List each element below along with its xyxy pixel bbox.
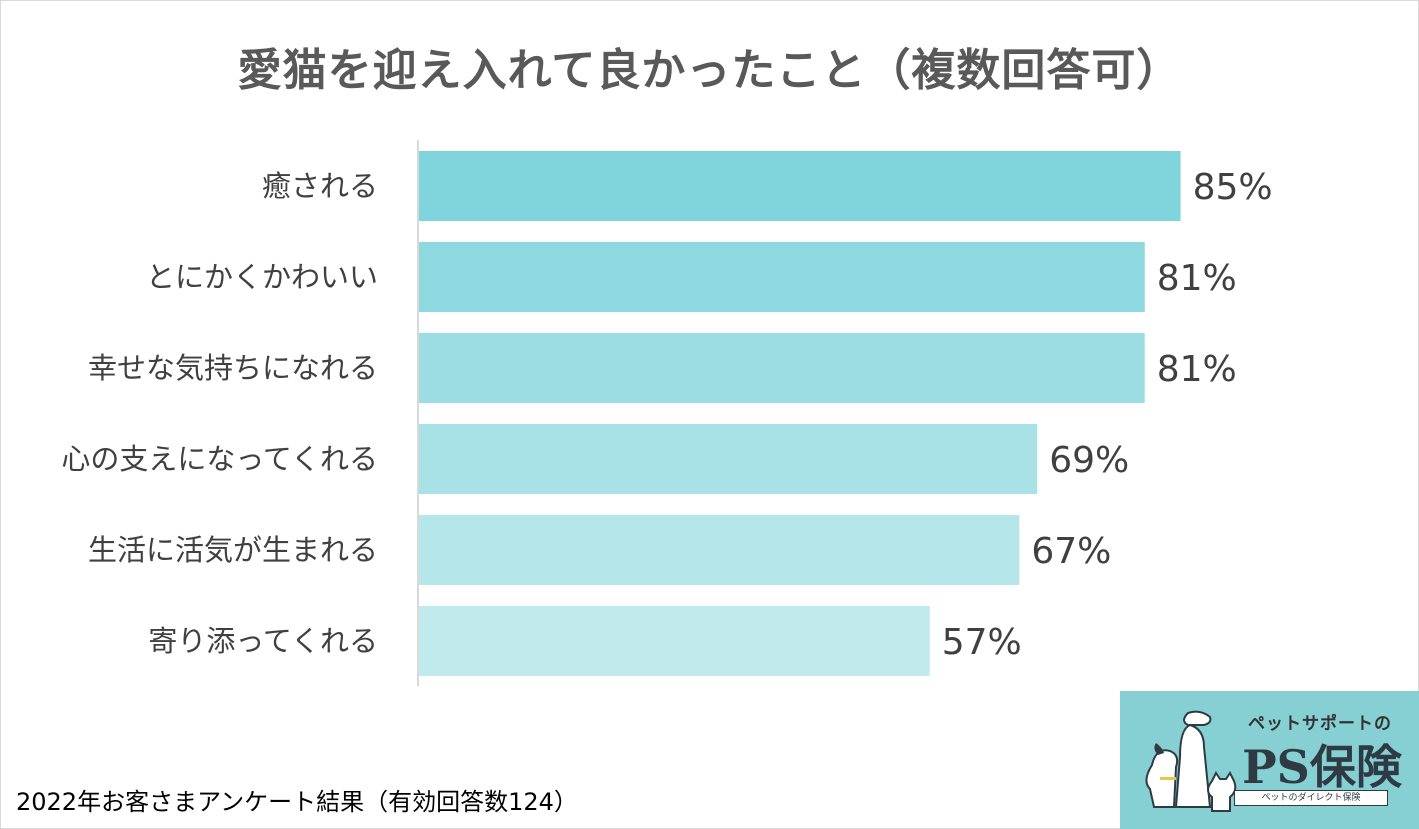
bar-5 (419, 515, 1020, 585)
bar-6 (419, 606, 930, 676)
chart-title: 愛猫を迎え入れて良かったこと（複数回答可） (237, 45, 1182, 96)
dog-and-cat-icon (1145, 710, 1237, 812)
logo-tagline: ペットサポートの (1248, 714, 1392, 734)
category-label-3: 幸せな気持ちになれる (88, 351, 378, 385)
data-label-6: 57% (942, 622, 1022, 663)
data-label-2: 81% (1157, 258, 1237, 299)
category-label-2: とにかくかわいい (146, 260, 378, 294)
category-label-4: 心の支えになってくれる (61, 442, 378, 476)
bar-1 (419, 151, 1181, 221)
data-label-3: 81% (1157, 349, 1237, 390)
category-label-6: 寄り添ってくれる (148, 624, 378, 658)
bar-3 (419, 333, 1145, 403)
data-label-4: 69% (1049, 440, 1129, 481)
data-label-5: 67% (1031, 531, 1111, 572)
footnote: 2022年お客さまアンケート結果（有効回答数124） (16, 788, 578, 816)
bar-2 (419, 242, 1145, 312)
logo-brand: PS保険 (1242, 740, 1402, 794)
category-label-1: 癒される (262, 169, 378, 203)
data-label-1: 85% (1193, 167, 1273, 208)
ps-insurance-logo: ペットサポートの PS保険 ペットのダイレクト保険 (1120, 691, 1419, 829)
category-label-5: 生活に活気が生まれる (88, 533, 378, 567)
logo-subline: ペットのダイレクト保険 (1234, 790, 1388, 806)
bar-4 (419, 424, 1038, 494)
